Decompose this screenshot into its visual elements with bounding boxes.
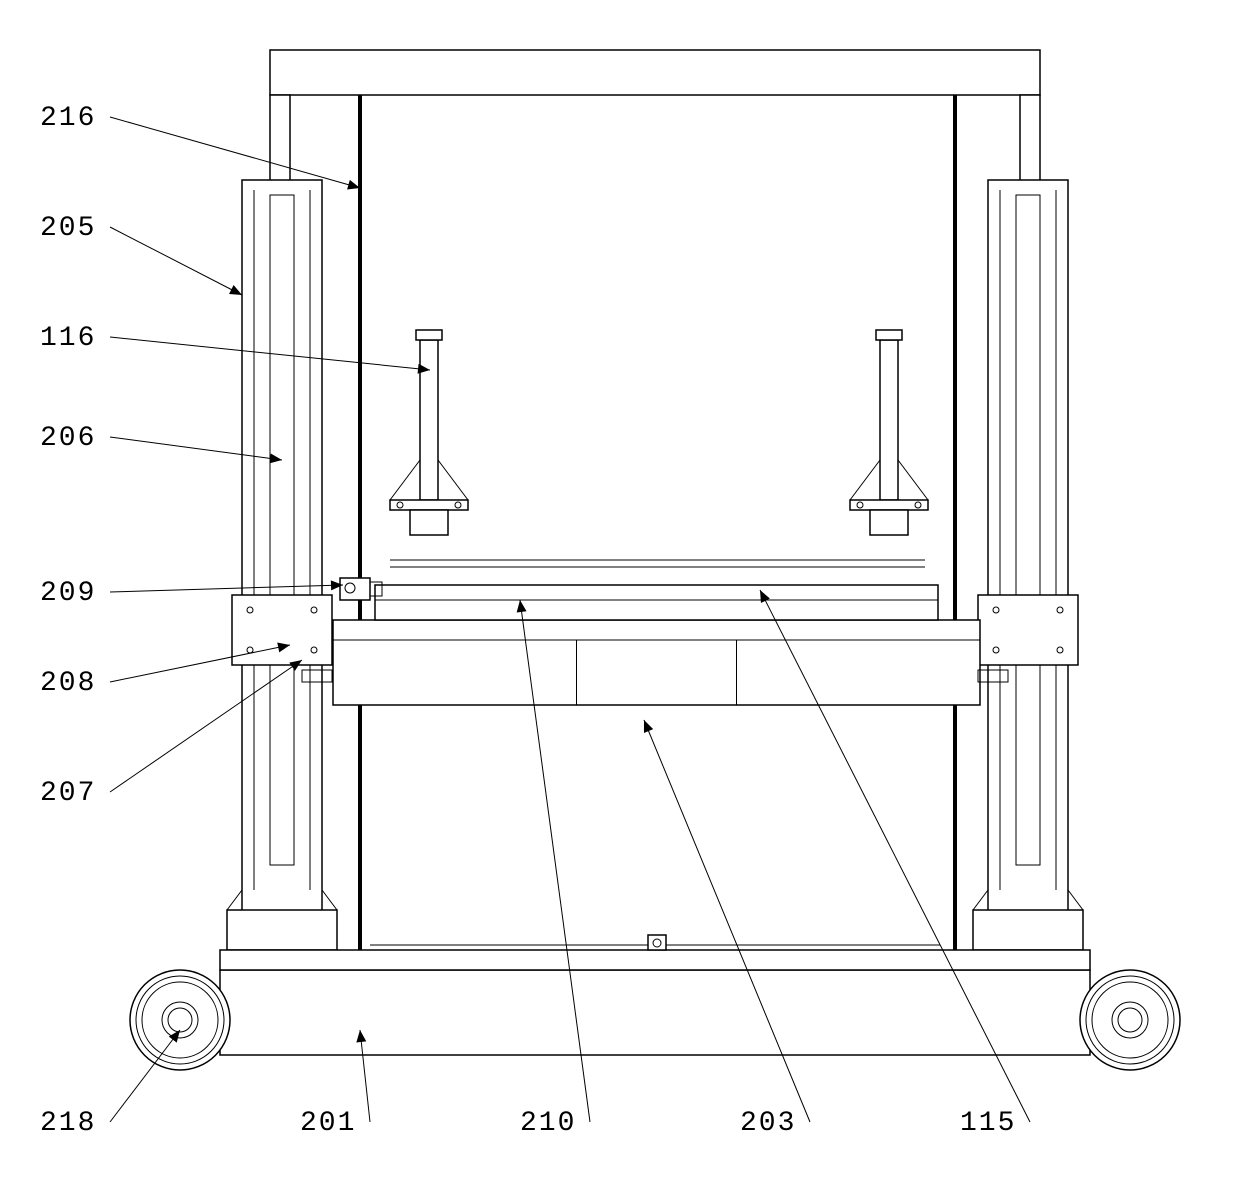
label-115: 115: [960, 1108, 1016, 1139]
label-207: 207: [40, 778, 96, 809]
label-206: 206: [40, 423, 96, 454]
label-208: 208: [40, 668, 96, 699]
label-201: 201: [300, 1108, 356, 1139]
label-218: 218: [40, 1108, 96, 1139]
label-209: 209: [40, 578, 96, 609]
label-205: 205: [40, 213, 96, 244]
label-203: 203: [740, 1108, 796, 1139]
label-116: 116: [40, 323, 96, 354]
engineering-diagram: 216 205 116 206 209 208 207 218 201 210 203 115: [20, 20, 1239, 1180]
label-210: 210: [520, 1108, 576, 1139]
label-216: 216: [40, 103, 96, 134]
